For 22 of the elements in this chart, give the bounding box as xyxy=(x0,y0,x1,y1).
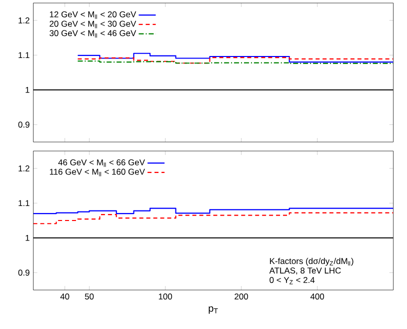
y-tick-label: 1.2 xyxy=(18,17,30,24)
x-axis-title: p$_{T}$ xyxy=(208,306,218,314)
y-tick-label: 1 xyxy=(26,234,30,241)
x-tick-label: 200 xyxy=(234,294,248,300)
y-tick-label: 1 xyxy=(26,86,30,93)
annotation: 0 < Y$_{Z}$ < 2.4 xyxy=(270,277,315,284)
x-tick-label: 400 xyxy=(310,294,324,300)
legend-label: 12 GeV < M$_{ll}$ < 20 GeV xyxy=(50,11,136,19)
x-tick-label: 50 xyxy=(84,294,94,300)
y-tick-label: 1.1 xyxy=(18,52,30,58)
y-tick-label: 0.9 xyxy=(18,122,30,128)
legend-label: 116 GeV < M$_{ll}$ < 160 GeV xyxy=(50,168,145,176)
annotation: K-factors (dσ/dy$_{Z}$/dM$_{ll}$) xyxy=(270,258,354,266)
legend-label: 46 GeV < M$_{ll}$ < 66 GeV xyxy=(58,159,145,167)
x-tick-label: 40 xyxy=(60,294,70,300)
legend-label: 30 GeV < M$_{ll}$ < 46 GeV xyxy=(50,30,136,38)
y-tick-label: 0.9 xyxy=(18,270,30,276)
y-tick-label: 1.2 xyxy=(18,165,30,172)
legend-label: 20 GeV < M$_{ll}$ < 30 GeV xyxy=(50,20,136,28)
x-tick-label: 100 xyxy=(158,294,172,300)
y-tick-label: 1.1 xyxy=(18,200,30,206)
annotation: ATLAS, 8 TeV LHC xyxy=(269,268,341,275)
